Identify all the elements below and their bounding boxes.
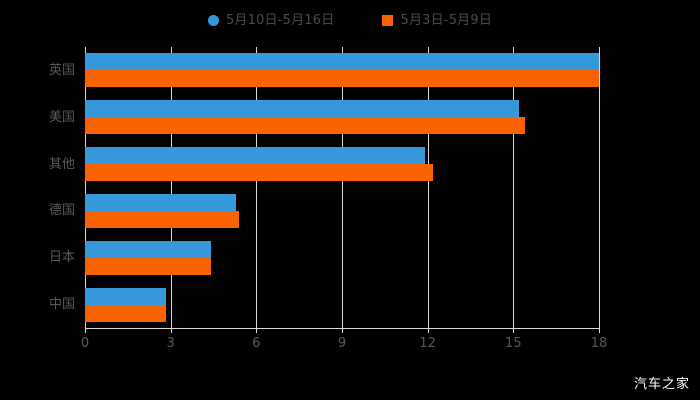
bar[interactable] [85,287,167,305]
watermark: 汽车之家 [633,377,690,392]
y-axis-label-2: 其他 [48,156,75,172]
y-axis-label-1: 美国 [48,109,75,125]
legend-item-series-2[interactable]: 5月3日-5月9日 [382,14,492,27]
legend-item-series-1[interactable]: 5月10日-5月16日 [207,12,335,28]
x-axis-label-6: 18 [590,336,608,351]
bar-group [85,100,599,135]
chart-legend: 5月10日-5月16日 5月3日-5月9日 [0,9,700,31]
gridline-2 [256,47,258,328]
bar-group [85,193,599,228]
bar-group [85,53,599,88]
x-tick-mark-4 [427,328,429,333]
x-axis-label-4: 12 [419,336,436,351]
bar[interactable] [85,304,167,322]
y-axis-label-3: 德国 [48,203,75,219]
x-axis-label-0: 0 [80,336,90,351]
gridline-5 [513,47,515,328]
bar[interactable] [85,240,211,258]
bar[interactable] [85,70,599,88]
bar[interactable] [85,210,240,228]
bar[interactable] [85,193,237,211]
x-tick-mark-6 [599,328,600,333]
x-tick-mark-2 [256,328,258,333]
y-axis-label-0: 英国 [48,62,75,78]
x-axis-label-3: 9 [337,336,347,351]
bar-group [85,240,599,275]
legend-label-series-1: 5月10日-5月16日 [225,12,335,28]
x-axis-label-5: 15 [505,336,522,351]
bar[interactable] [85,164,434,182]
bar[interactable] [85,100,520,118]
x-tick-mark-3 [342,328,343,333]
bar-group [85,287,599,322]
x-tick-mark-0 [85,328,86,333]
bar[interactable] [85,257,211,275]
x-axis-label-1: 3 [166,336,175,351]
x-axis-ticks: 0 3 6 9 12 15 18 [0,328,700,354]
legend-label-series-2: 5月3日-5月9日 [400,12,493,28]
gridline-3 [342,47,343,328]
x-gridlines [85,47,600,328]
gridline-6 [599,47,600,328]
square-marker-icon [382,14,394,26]
y-axis-label-4: 日本 [48,250,75,266]
gridline-1 [170,47,172,328]
bars-layer [85,47,599,328]
y-axis-labels: 英国 美国 其他 德国 日本 中国 [0,47,75,328]
gridline-4 [427,47,429,328]
bar[interactable] [85,147,425,165]
plot-area [85,47,600,328]
circle-marker-icon [207,14,219,26]
gridline-0 [85,47,86,328]
x-tick-mark-1 [170,328,172,333]
bar-group [85,147,599,182]
x-axis-label-2: 6 [252,336,261,351]
bar[interactable] [85,117,525,135]
bar[interactable] [85,53,599,71]
y-axis-label-5: 中国 [48,297,75,313]
x-tick-mark-5 [513,328,515,333]
